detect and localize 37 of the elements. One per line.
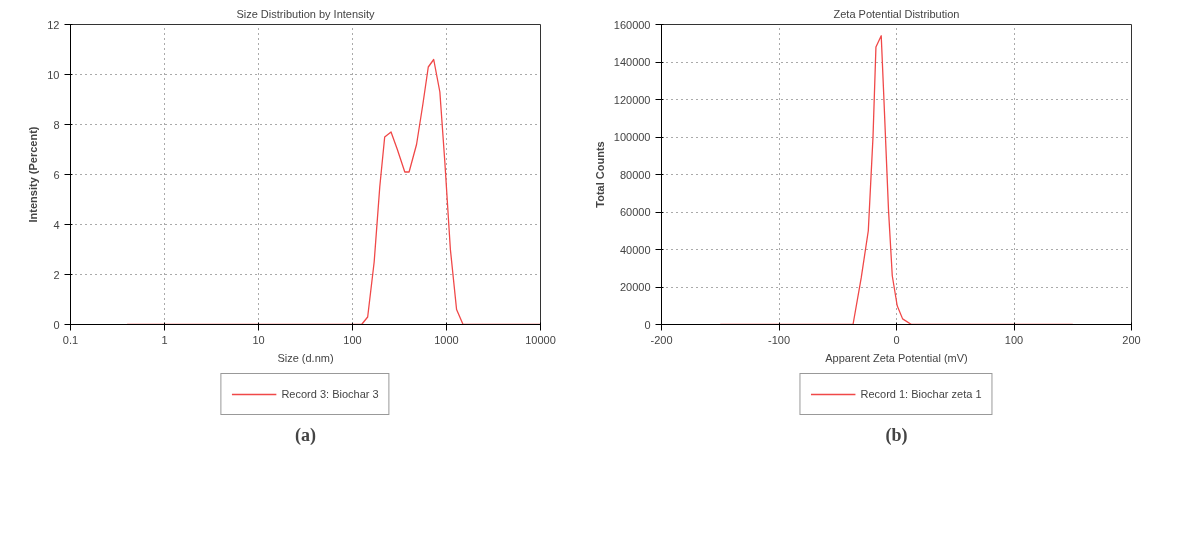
- text: (b): [885, 424, 908, 446]
- y-tick-label: 10: [47, 68, 60, 81]
- legend-label: Record 1: Biochar zeta 1: [860, 388, 982, 400]
- y-tick-label: 8: [53, 118, 60, 131]
- y-tick-label: 0: [644, 318, 651, 331]
- x-tick-label: 1000: [434, 333, 459, 346]
- y-axis-title: Total Counts: [593, 141, 606, 208]
- x-tick-label: -100: [767, 333, 791, 346]
- x-tick-label: 10: [252, 333, 265, 346]
- y-tick-label: 100000: [613, 131, 651, 143]
- legend-label: Record 3: Biochar 3: [281, 388, 379, 400]
- x-tick-label: -200: [650, 333, 673, 346]
- x-tick-label: 0.1: [62, 333, 79, 346]
- chart-title: Size Distribution by Intensity: [236, 7, 376, 20]
- y-tick-label: 6: [53, 168, 60, 181]
- x-tick-label: 200: [1122, 333, 1141, 346]
- x-tick-label: 100: [1004, 333, 1024, 346]
- x-tick-label: 10000: [525, 333, 556, 346]
- y-tick-label: 160000: [613, 18, 651, 31]
- x-tick-label: 0: [893, 333, 900, 346]
- x-axis-title: Size (d.nm): [277, 351, 334, 364]
- x-tick-label: 1: [161, 333, 168, 346]
- x-tick-label: 100: [343, 333, 362, 346]
- y-tick-label: 40000: [619, 243, 651, 256]
- text: (a): [295, 424, 317, 446]
- y-tick-label: 140000: [613, 56, 651, 68]
- y-tick-label: 60000: [619, 206, 651, 218]
- y-tick-label: 80000: [619, 168, 651, 181]
- y-tick-label: 120000: [613, 93, 651, 106]
- y-tick-label: 20000: [619, 281, 651, 293]
- x-axis-title: Apparent Zeta Potential (mV): [825, 351, 968, 364]
- y-tick-label: 12: [47, 18, 60, 31]
- y-axis-title: Intensity (Percent): [27, 126, 40, 223]
- y-tick-label: 2: [53, 268, 60, 281]
- y-tick-label: 4: [53, 218, 60, 231]
- y-tick-label: 0: [53, 318, 60, 331]
- chart-title: Zeta Potential Distribution: [833, 7, 960, 20]
